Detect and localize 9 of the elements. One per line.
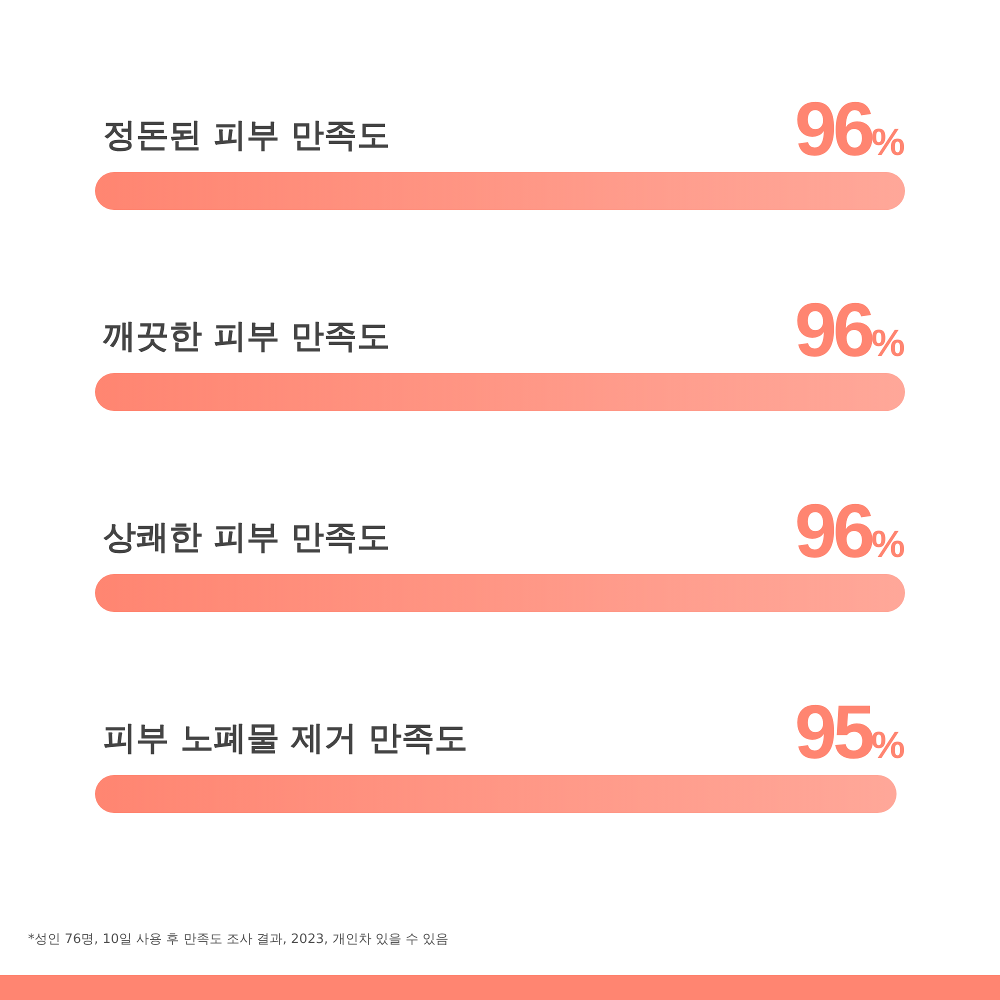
data-label: 96% — [794, 489, 905, 574]
data-label: 96% — [794, 288, 905, 373]
y-tick-label: 피부 노폐물 제거 만족도 — [103, 718, 468, 757]
y-tick-label: 상쾌한 피부 만족도 — [103, 517, 390, 556]
data-label: 95% — [794, 690, 905, 775]
text: *성인 76명, 10일 사용 후 만족도 조사 결과, 2023, 개인차 있을 수 있음 — [28, 931, 449, 948]
y-tick-label: 깨끗한 피부 만족도 — [102, 316, 390, 355]
y-tick-label: 정돈된 피부 만족도 — [103, 115, 390, 154]
data-label: 96% — [794, 87, 905, 172]
